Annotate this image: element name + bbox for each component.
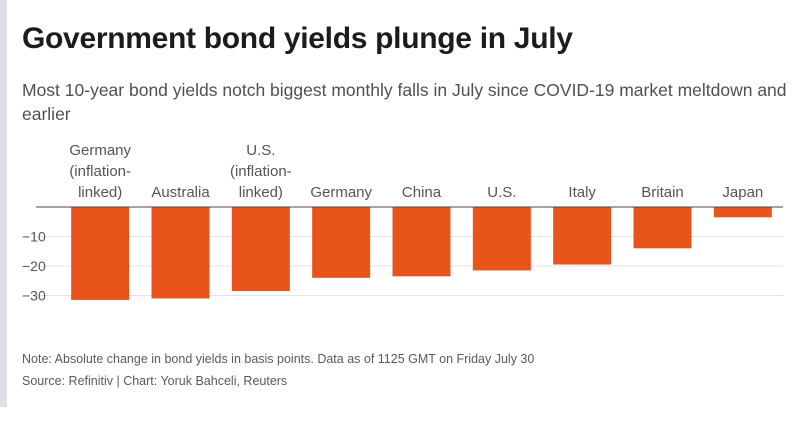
- bar: [553, 207, 612, 265]
- bar-chart: −10 −20 −30 Germany (inflation-linked) Austra…: [22, 142, 783, 304]
- x-category-label: U.S.: [487, 184, 516, 201]
- x-category-label: Italy: [568, 184, 596, 201]
- x-category-label: Australia: [151, 184, 210, 201]
- x-category-label: Germany: [69, 142, 131, 159]
- x-category-label: linked): [239, 184, 283, 201]
- chart-subtitle: Most 10-year bond yields notch biggest m…: [22, 80, 787, 124]
- bar: [312, 207, 371, 278]
- bar: [392, 207, 451, 277]
- y-tick-label: −20: [22, 258, 46, 274]
- bar: [71, 207, 130, 300]
- x-category-label: China: [402, 184, 442, 201]
- bar: [472, 207, 531, 271]
- bar: [231, 207, 290, 292]
- bar: [713, 207, 772, 218]
- chart-title: Government bond yields plunge in July: [22, 22, 573, 55]
- x-category-label: (inflation-: [230, 163, 292, 180]
- x-category-label: Britain: [641, 184, 684, 201]
- y-tick-label: −10: [22, 229, 46, 245]
- y-tick-label: −30: [22, 288, 46, 304]
- x-category-label: (inflation-: [69, 163, 131, 180]
- bar: [151, 207, 210, 299]
- bar: [633, 207, 692, 249]
- left-accent-rule: [0, 0, 7, 407]
- chart-source: Source: Refinitiv | Chart: Yoruk Bahceli…: [22, 374, 288, 388]
- x-category-label: Japan: [722, 184, 763, 201]
- chart-note: Note: Absolute change in bond yields in …: [22, 352, 535, 366]
- x-category-label: linked): [78, 184, 122, 201]
- x-category-label: U.S.: [246, 142, 275, 159]
- x-category-label: Germany: [310, 184, 372, 201]
